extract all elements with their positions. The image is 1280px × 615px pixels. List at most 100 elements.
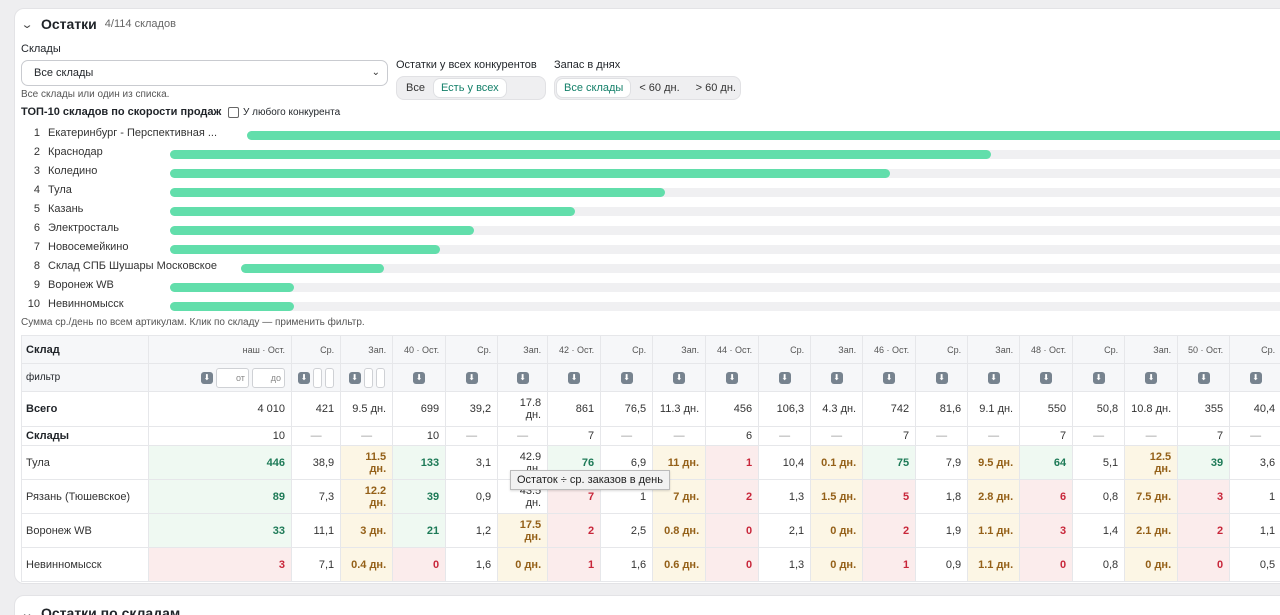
filter-icon[interactable]: ⬇ xyxy=(465,371,478,384)
col-header[interactable]: Зап. xyxy=(967,335,1021,364)
days-option-lt60[interactable]: < 60 дн. xyxy=(639,82,680,94)
total-value: 76,5 xyxy=(600,391,654,427)
top10-bar xyxy=(170,283,294,292)
row-warehouse[interactable]: Рязань (Тюшевское) xyxy=(21,479,149,514)
filter-icon[interactable]: ⬇ xyxy=(516,371,529,384)
filter-icon[interactable]: ⬇ xyxy=(298,371,310,384)
col-header[interactable]: Ср. xyxy=(1229,335,1280,364)
col-header[interactable]: 48 · Ост. xyxy=(1019,335,1074,364)
col-header[interactable]: Ср. xyxy=(445,335,499,364)
cell-text: 2,5 xyxy=(630,524,647,537)
top10-row[interactable]: 10 Невинномысск xyxy=(21,295,1280,314)
filter-icon[interactable]: ⬇ xyxy=(830,371,843,384)
filter-cell: ⬇ xyxy=(758,363,812,392)
top10-row[interactable]: 9 Воронеж WB xyxy=(21,276,1280,295)
col-header[interactable]: Ср. xyxy=(290,335,342,364)
cell-text: 1.1 дн. xyxy=(978,524,1014,537)
col-header[interactable]: 50 · Ост. xyxy=(1177,335,1231,364)
top10-row[interactable]: 3 Коледино xyxy=(21,162,1280,181)
table-row[interactable]: Воронеж WB 33 11,1 3 дн. 21 1,2 17.5 дн. 2 2,5 0.… xyxy=(21,513,1280,548)
col-header[interactable]: 44 · Ост. xyxy=(705,335,760,364)
filter-input[interactable] xyxy=(313,367,323,388)
top10-row[interactable]: 1 Екатеринбург - Перспективная ... xyxy=(21,124,1280,143)
col-header[interactable]: Ср. xyxy=(758,335,812,364)
section-header[interactable]: ⌄ Остатки 4/114 складов xyxy=(20,16,176,32)
filter-icon[interactable]: ⬇ xyxy=(1145,371,1158,384)
cell-text: 0 xyxy=(1060,558,1067,571)
filter-icon[interactable]: ⬇ xyxy=(726,371,739,384)
filter-input[interactable] xyxy=(375,367,385,388)
row-warehouse[interactable]: Воронеж WB xyxy=(21,513,149,548)
warehouse-select[interactable]: Все склады ⌄ xyxy=(21,60,388,86)
chevron-down-icon[interactable]: ⌄ xyxy=(20,18,34,31)
col-header[interactable]: 40 · Ост. xyxy=(392,335,447,364)
filter-icon[interactable]: ⬇ xyxy=(568,371,581,384)
col-header[interactable]: Зап. xyxy=(810,335,864,364)
col-header[interactable]: Зап. xyxy=(652,335,707,364)
total-value: 9.5 дн. xyxy=(340,391,394,427)
filter-icon[interactable]: ⬇ xyxy=(1249,371,1262,384)
filter-icon[interactable]: ⬇ xyxy=(778,371,791,384)
col-header-our-stock[interactable]: наш · Ост. xyxy=(148,335,292,364)
col-header[interactable]: Зап. xyxy=(1124,335,1179,364)
cell: 0 xyxy=(705,513,760,548)
cell: 0 xyxy=(392,547,447,582)
top10-row[interactable]: 2 Краснодар xyxy=(21,143,1280,162)
competitors-option-all-have[interactable]: Есть у всех xyxy=(433,79,506,97)
cell: 1,4 xyxy=(1072,513,1126,548)
filter-to-input[interactable]: до xyxy=(252,367,285,388)
filter-from-input[interactable]: от xyxy=(215,367,249,388)
top10-row[interactable]: 6 Электросталь xyxy=(21,219,1280,238)
top10-row[interactable]: 4 Тула xyxy=(21,181,1280,200)
top10-rank: 9 xyxy=(33,279,40,291)
filter-icon[interactable]: ⬇ xyxy=(348,371,361,384)
row-warehouse[interactable]: Тула xyxy=(21,445,149,480)
row-warehouse[interactable]: Невинномысск xyxy=(21,547,149,582)
chevron-down-icon[interactable]: ⌄ xyxy=(20,607,34,615)
table-row[interactable]: Тула 446 38,9 11.5 дн. 133 3,1 42.9 дн. 76 6,9 11… xyxy=(21,445,1280,480)
col-header[interactable]: 42 · Ост. xyxy=(547,335,602,364)
filter-icon[interactable]: ⬇ xyxy=(987,371,1000,384)
top10-row[interactable]: 7 Новосемейкино xyxy=(21,238,1280,257)
filter-cell: ⬇ xyxy=(1019,363,1074,392)
cell-text: 3 xyxy=(278,558,285,571)
col-header[interactable]: Ср. xyxy=(1072,335,1126,364)
filter-icon[interactable]: ⬇ xyxy=(413,371,426,384)
filter-icon[interactable]: ⬇ xyxy=(200,371,213,384)
filter-icon[interactable]: ⬇ xyxy=(1197,371,1210,384)
days-option-gt60[interactable]: > 60 дн. xyxy=(695,82,736,94)
next-section-card[interactable]: ⌄ Остатки по складам xyxy=(14,595,1280,615)
total-value: 4.3 дн. xyxy=(810,391,864,427)
filter-icon[interactable]: ⬇ xyxy=(935,371,948,384)
col-header[interactable]: Зап. xyxy=(340,335,394,364)
filter-icon[interactable]: ⬇ xyxy=(620,371,633,384)
total-value: 17.8 дн. xyxy=(497,391,549,427)
filter-cell: ⬇ xyxy=(290,363,342,392)
filter-icon[interactable]: ⬇ xyxy=(883,371,896,384)
col-header[interactable]: Ср. xyxy=(915,335,969,364)
filter-cell: ⬇ xyxy=(547,363,602,392)
days-option-all[interactable]: Все склады xyxy=(557,79,631,97)
cell-text: 0 дн. xyxy=(515,558,542,571)
filter-input[interactable] xyxy=(325,367,335,388)
top10-row[interactable]: 5 Казань xyxy=(21,200,1280,219)
col-header[interactable]: Зап. xyxy=(497,335,549,364)
filter-icon[interactable]: ⬇ xyxy=(1040,371,1053,384)
cell-text: 1,3 xyxy=(788,558,805,571)
cell-text: 0.6 дн. xyxy=(664,558,700,571)
cell-text: 0 xyxy=(746,558,753,571)
cell-text: 1,9 xyxy=(945,524,962,537)
any-competitor-checkbox[interactable] xyxy=(228,107,239,118)
col-header[interactable]: 46 · Ост. xyxy=(862,335,917,364)
filter-icon[interactable]: ⬇ xyxy=(1092,371,1105,384)
table-row[interactable]: Рязань (Тюшевское) 89 7,3 12.2 дн. 39 0,9 43.5… xyxy=(21,479,1280,514)
filter-input[interactable] xyxy=(363,367,373,388)
cell: 17.5 дн. xyxy=(497,513,549,548)
col-header[interactable]: Ср. xyxy=(600,335,654,364)
top10-row[interactable]: 8 Склад СПБ Шушары Московское xyxy=(21,257,1280,276)
table-row[interactable]: Невинномысск 3 7,1 0.4 дн. 0 1,6 0 дн. 1 1,6 0.6 … xyxy=(21,547,1280,582)
competitors-option-all[interactable]: Все xyxy=(406,82,425,94)
top10-name: Невинномысск xyxy=(48,298,124,310)
filter-icon[interactable]: ⬇ xyxy=(673,371,686,384)
cell-text: 76 xyxy=(581,456,595,469)
